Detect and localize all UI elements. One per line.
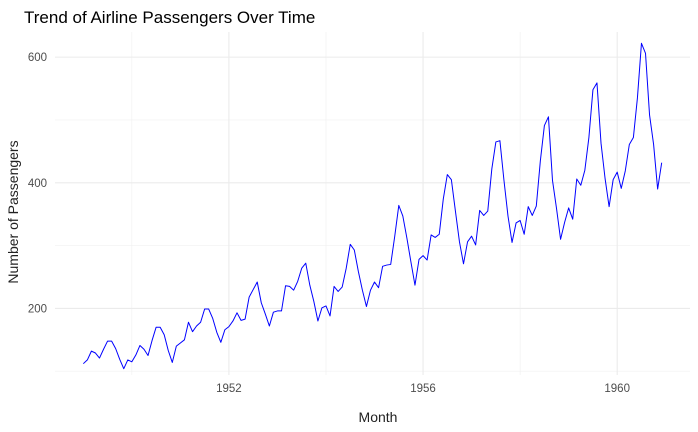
x-tick-labels: 1952 1956 1960 (216, 383, 630, 395)
minor-gridlines (55, 32, 690, 375)
y-axis-title: Number of Passengers (5, 140, 21, 283)
x-tick-label: 1956 (410, 383, 436, 395)
major-gridlines (55, 32, 690, 375)
y-tick-label: 400 (28, 178, 47, 190)
series-layer (82, 42, 663, 370)
x-axis-title: Month (359, 409, 398, 425)
x-tick-label: 1952 (216, 383, 242, 395)
y-tick-labels: 200 400 600 (28, 52, 47, 315)
series-line (82, 42, 663, 370)
x-tick-label: 1960 (604, 383, 630, 395)
chart-title: Trend of Airline Passengers Over Time (24, 8, 315, 27)
y-tick-label: 200 (28, 303, 47, 315)
y-tick-label: 600 (28, 52, 47, 64)
